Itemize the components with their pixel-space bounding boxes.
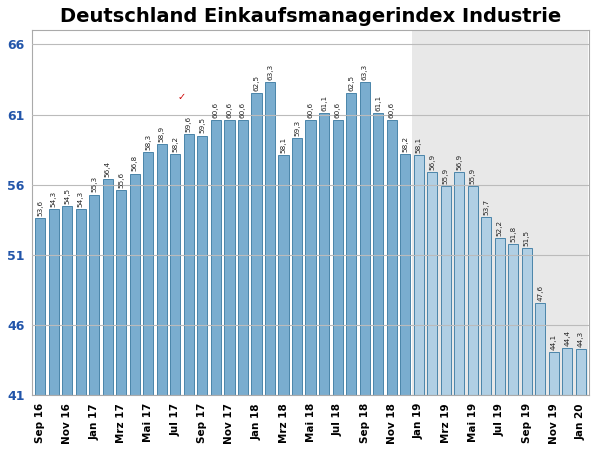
Text: 58,2: 58,2 bbox=[402, 136, 408, 152]
Bar bbox=[346, 93, 356, 451]
Text: 51,8: 51,8 bbox=[510, 226, 516, 242]
Text: 58,1: 58,1 bbox=[416, 137, 422, 153]
Bar bbox=[427, 172, 437, 451]
Bar bbox=[333, 120, 343, 451]
Text: 47,6: 47,6 bbox=[538, 285, 544, 301]
Bar bbox=[130, 174, 140, 451]
Bar bbox=[211, 120, 221, 451]
Bar bbox=[278, 155, 288, 451]
Bar bbox=[62, 206, 72, 451]
Text: 56,9: 56,9 bbox=[457, 154, 462, 170]
Text: 60,6: 60,6 bbox=[213, 102, 219, 118]
Text: 58,1: 58,1 bbox=[281, 137, 287, 153]
Bar bbox=[49, 209, 59, 451]
Bar bbox=[549, 352, 559, 451]
Bar bbox=[373, 113, 383, 451]
Text: 60,6: 60,6 bbox=[389, 102, 395, 118]
Bar bbox=[563, 348, 573, 451]
Bar bbox=[412, 30, 588, 396]
Bar bbox=[252, 93, 262, 451]
Text: 53,6: 53,6 bbox=[37, 200, 43, 216]
Bar bbox=[224, 120, 235, 451]
Bar bbox=[454, 172, 464, 451]
Bar bbox=[170, 154, 181, 451]
Text: 60,6: 60,6 bbox=[334, 102, 340, 118]
Bar bbox=[76, 209, 86, 451]
Text: 63,3: 63,3 bbox=[362, 64, 368, 80]
Text: 60,6: 60,6 bbox=[308, 102, 313, 118]
Text: 55,9: 55,9 bbox=[470, 168, 476, 184]
Bar bbox=[576, 349, 586, 451]
Text: 54,3: 54,3 bbox=[51, 190, 57, 207]
Text: 51,5: 51,5 bbox=[524, 230, 530, 246]
Text: 62,5: 62,5 bbox=[348, 75, 354, 92]
Text: 54,3: 54,3 bbox=[77, 190, 84, 207]
Text: 59,3: 59,3 bbox=[294, 120, 300, 136]
Text: 56,9: 56,9 bbox=[429, 154, 435, 170]
Text: 44,1: 44,1 bbox=[551, 334, 557, 350]
Bar bbox=[319, 113, 329, 451]
Text: 56,4: 56,4 bbox=[105, 161, 111, 177]
Bar bbox=[522, 248, 532, 451]
Bar bbox=[414, 155, 424, 451]
Text: 54,5: 54,5 bbox=[64, 188, 70, 204]
Bar bbox=[143, 152, 153, 451]
Bar bbox=[468, 186, 478, 451]
Text: 63,3: 63,3 bbox=[267, 64, 273, 80]
Text: 60,6: 60,6 bbox=[226, 102, 232, 118]
Text: 53,7: 53,7 bbox=[483, 199, 489, 215]
Text: 59,5: 59,5 bbox=[200, 117, 206, 133]
Bar bbox=[495, 238, 505, 451]
Bar bbox=[292, 138, 302, 451]
Text: 58,9: 58,9 bbox=[159, 126, 165, 142]
Bar bbox=[184, 134, 194, 451]
Bar bbox=[157, 144, 167, 451]
Bar bbox=[508, 244, 519, 451]
Bar bbox=[265, 82, 275, 451]
Bar bbox=[197, 136, 207, 451]
Bar bbox=[89, 194, 100, 451]
Bar bbox=[400, 154, 410, 451]
Text: 56,8: 56,8 bbox=[132, 155, 138, 171]
Text: 60,6: 60,6 bbox=[240, 102, 246, 118]
Bar bbox=[238, 120, 248, 451]
Bar bbox=[116, 190, 126, 451]
Bar bbox=[35, 218, 45, 451]
Text: 55,6: 55,6 bbox=[119, 172, 125, 188]
Bar bbox=[440, 186, 451, 451]
Bar bbox=[306, 120, 316, 451]
Text: 52,2: 52,2 bbox=[497, 220, 503, 236]
Text: 58,2: 58,2 bbox=[172, 136, 178, 152]
Text: 55,9: 55,9 bbox=[443, 168, 449, 184]
Bar bbox=[103, 179, 113, 451]
Text: ✓: ✓ bbox=[177, 92, 185, 102]
Circle shape bbox=[163, 90, 199, 104]
Text: 59,6: 59,6 bbox=[186, 116, 192, 132]
Bar bbox=[359, 82, 370, 451]
Text: unabhängig + strategisch + trefflicher: unabhängig + strategisch + trefflicher bbox=[86, 106, 188, 112]
Text: stockstreet.de: stockstreet.de bbox=[94, 84, 180, 94]
Text: 44,4: 44,4 bbox=[564, 329, 570, 345]
Text: 62,5: 62,5 bbox=[253, 75, 259, 92]
Title: Deutschland Einkaufsmanagerindex Industrie: Deutschland Einkaufsmanagerindex Industr… bbox=[60, 7, 561, 26]
Text: 55,3: 55,3 bbox=[91, 176, 97, 193]
Text: 61,1: 61,1 bbox=[375, 95, 381, 111]
Text: 61,1: 61,1 bbox=[321, 95, 327, 111]
Text: 44,3: 44,3 bbox=[578, 331, 584, 347]
Bar bbox=[387, 120, 397, 451]
Bar bbox=[535, 303, 545, 451]
Bar bbox=[481, 217, 491, 451]
Text: 58,3: 58,3 bbox=[145, 134, 151, 150]
